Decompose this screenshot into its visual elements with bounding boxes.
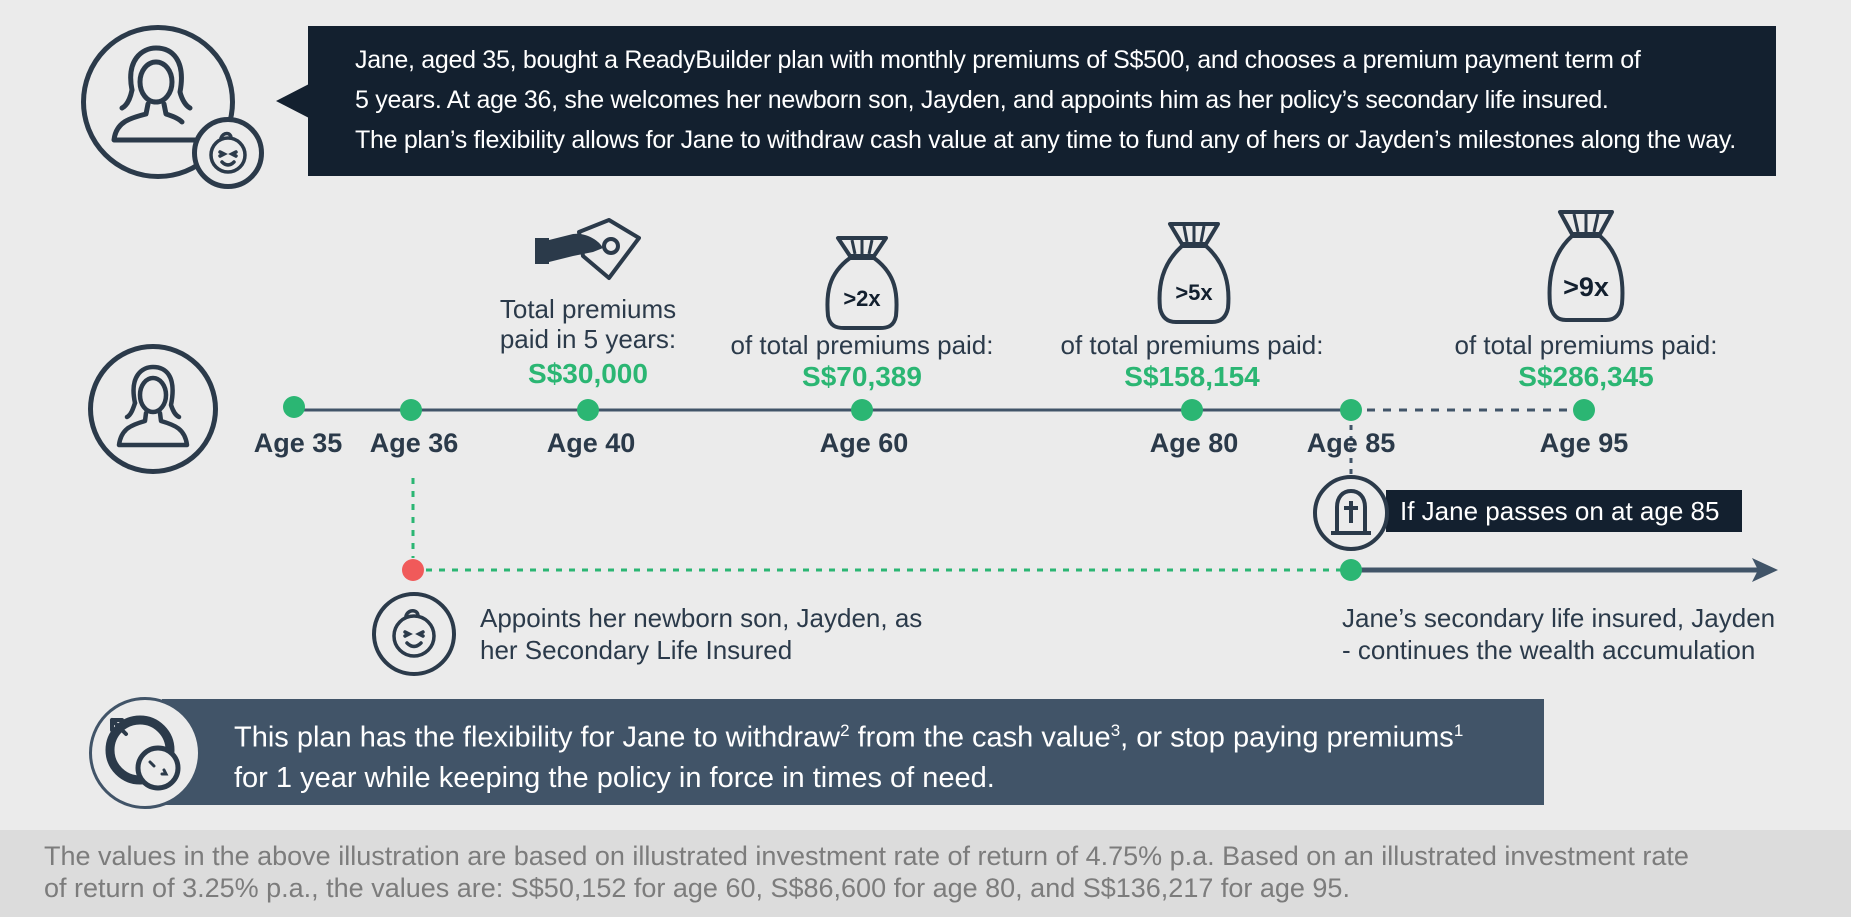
milestone-caption: Total premiums [499,294,677,324]
intro-line: 5 years. At age 36, she welcomes her new… [355,86,1609,114]
continuation-description: Jane’s secondary life insured, Jayden [1342,603,1776,633]
timeline-dot-age95 [1573,399,1595,421]
age-label: Age 35 [253,428,343,458]
bag-multiple-label: >9x [1563,272,1609,302]
bag-multiple-label: >5x [1175,280,1213,305]
timeline-dot-age85 [1340,399,1362,421]
milestone-amount: S$286,345 [1518,361,1654,392]
milestone-amount: S$70,389 [802,361,922,392]
intro-line: The plan’s flexibility allows for Jane t… [355,126,1736,154]
baby-icon [372,592,456,676]
baby-icon [192,117,264,189]
footnote-ref: 1 [1453,721,1464,740]
flexibility-banner: This plan has the flexibility for Jane t… [162,699,1544,805]
bag-multiple-label: >2x [843,286,881,311]
flexibility-text-part: from the cash value [849,721,1111,754]
continuation-description: - continues the wealth accumulation [1342,635,1756,665]
timeline-dot-age60 [851,399,873,421]
money-bag-icon [1547,210,1625,322]
intro-box: Jane, aged 35, bought a ReadyBuilder pla… [308,26,1776,176]
hand-with-cash-icon [535,218,641,280]
flexibility-text-part: , or stop paying premiums [1120,721,1454,754]
age-label: Age 60 [819,428,909,458]
age-label: Age 80 [1149,428,1239,458]
footnote-ref: 3 [1110,721,1121,740]
footer-text: The values in the above illustration are… [44,841,1689,871]
intro-pointer [276,84,309,118]
continuation-arrowhead [1752,558,1778,582]
age-label: Age 36 [369,428,459,458]
flexibility-text: for 1 year while keeping the policy in f… [234,761,995,794]
timeline-dot-age35 [283,396,305,418]
appoint-description: her Secondary Life Insured [480,635,793,665]
footnote-ref: 2 [840,721,850,740]
timeline-dot-age36 [400,399,422,421]
age-label: Age 85 [1306,428,1396,458]
flexibility-icon [89,697,201,809]
flexibility-text-part: This plan has the flexibility for Jane t… [234,721,841,754]
footer-disclaimer: The values in the above illustration are… [0,830,1851,917]
appoint-description: Appoints her newborn son, Jayden, as [480,603,923,633]
timeline-dot-age80 [1181,399,1203,421]
age-label: Age 40 [546,428,636,458]
secondary-dot [1340,559,1362,581]
tombstone-icon [1313,475,1389,551]
milestone-caption: of total premiums paid: [1454,330,1718,360]
milestone-amount: S$30,000 [528,358,648,389]
flexibility-text: This plan has the flexibility for Jane t… [234,711,1544,758]
milestone-amount: S$158,154 [1124,361,1260,392]
timeline-dot-age40 [577,399,599,421]
footer-text: of return of 3.25% p.a., the values are:… [44,873,1350,903]
milestone-caption: of total premiums paid: [1060,330,1324,360]
mother-icon [88,344,218,474]
milestone-caption: paid in 5 years: [499,324,677,354]
intro-line: Jane, aged 35, bought a ReadyBuilder pla… [355,46,1641,74]
appoint-dot [402,559,424,581]
mother-baby-icon [81,25,235,179]
milestone-caption: of total premiums paid: [730,330,994,360]
age-label: Age 95 [1539,428,1629,458]
passes-on-label: If Jane passes on at age 85 [1386,490,1742,532]
money-bag-icon [1157,222,1231,324]
money-bag-icon [825,236,899,330]
